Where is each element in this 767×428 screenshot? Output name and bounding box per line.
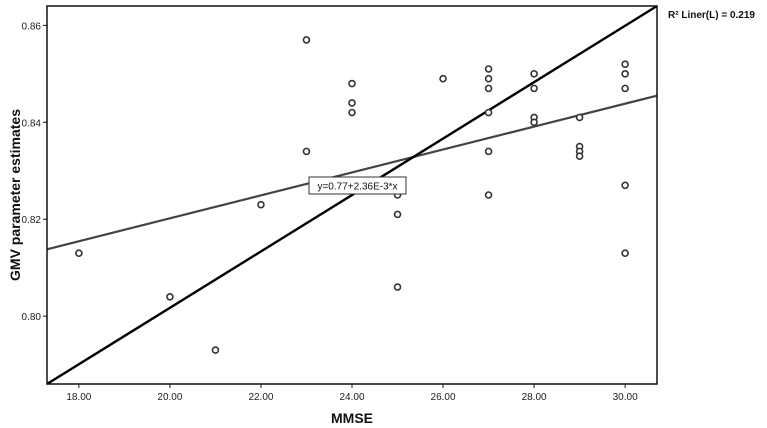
line-layer (46, 4, 658, 386)
data-point (484, 147, 493, 156)
x-tick-label: 30.00 (613, 392, 638, 403)
data-point (575, 113, 584, 122)
data-point (348, 108, 356, 117)
data-point (484, 84, 493, 93)
equation-box: y=0.77+2.36E-3*x (308, 176, 407, 195)
data-point (484, 74, 493, 83)
data-point (484, 108, 493, 117)
data-point (530, 70, 538, 78)
x-tick-label: 24.00 (339, 392, 364, 403)
data-point (530, 118, 538, 127)
data-point (621, 181, 629, 190)
data-point (621, 70, 629, 78)
x-tick-label: 22.00 (248, 392, 273, 403)
fit-line (46, 94, 658, 251)
data-point (393, 283, 402, 291)
data-point (348, 99, 356, 107)
data-point (575, 152, 584, 161)
data-point (211, 346, 220, 354)
x-tick-label: 26.00 (431, 392, 456, 403)
data-point (621, 249, 629, 257)
data-point (302, 147, 311, 156)
y-tick-label: 0.84 (22, 118, 42, 129)
tick-layer: 18.00 20.00 22.00 24.00 26.00 28.00 30.00 0.80 0… (22, 21, 639, 403)
x-tick-label: 28.00 (522, 392, 547, 403)
equation-box-border (308, 176, 407, 195)
data-point (302, 36, 311, 44)
data-point (166, 292, 174, 301)
data-point (484, 191, 493, 199)
data-point (621, 60, 629, 68)
y-tick-label: 0.80 (22, 312, 42, 323)
diagonal-line (46, 4, 658, 386)
y-axis-label: GMV parameter estimates (7, 109, 23, 281)
data-point (393, 210, 402, 219)
x-tick-label: 18.00 (66, 392, 91, 403)
plot-frame (46, 5, 658, 385)
data-point (257, 200, 265, 209)
data-point (530, 84, 538, 93)
data-point (75, 249, 83, 257)
x-axis-label: MMSE (331, 410, 373, 426)
y-tick-label: 0.86 (22, 21, 42, 32)
data-point (439, 74, 447, 83)
y-tick-label: 0.82 (22, 215, 42, 226)
legend-r-squared: R² Liner(L) = 0.219 (668, 10, 755, 21)
data-point (484, 65, 493, 73)
data-point (348, 79, 356, 88)
equation-label: y=0.77+2.36E-3*x (317, 182, 397, 193)
x-tick-label: 20.00 (157, 392, 182, 403)
data-point (621, 84, 629, 93)
